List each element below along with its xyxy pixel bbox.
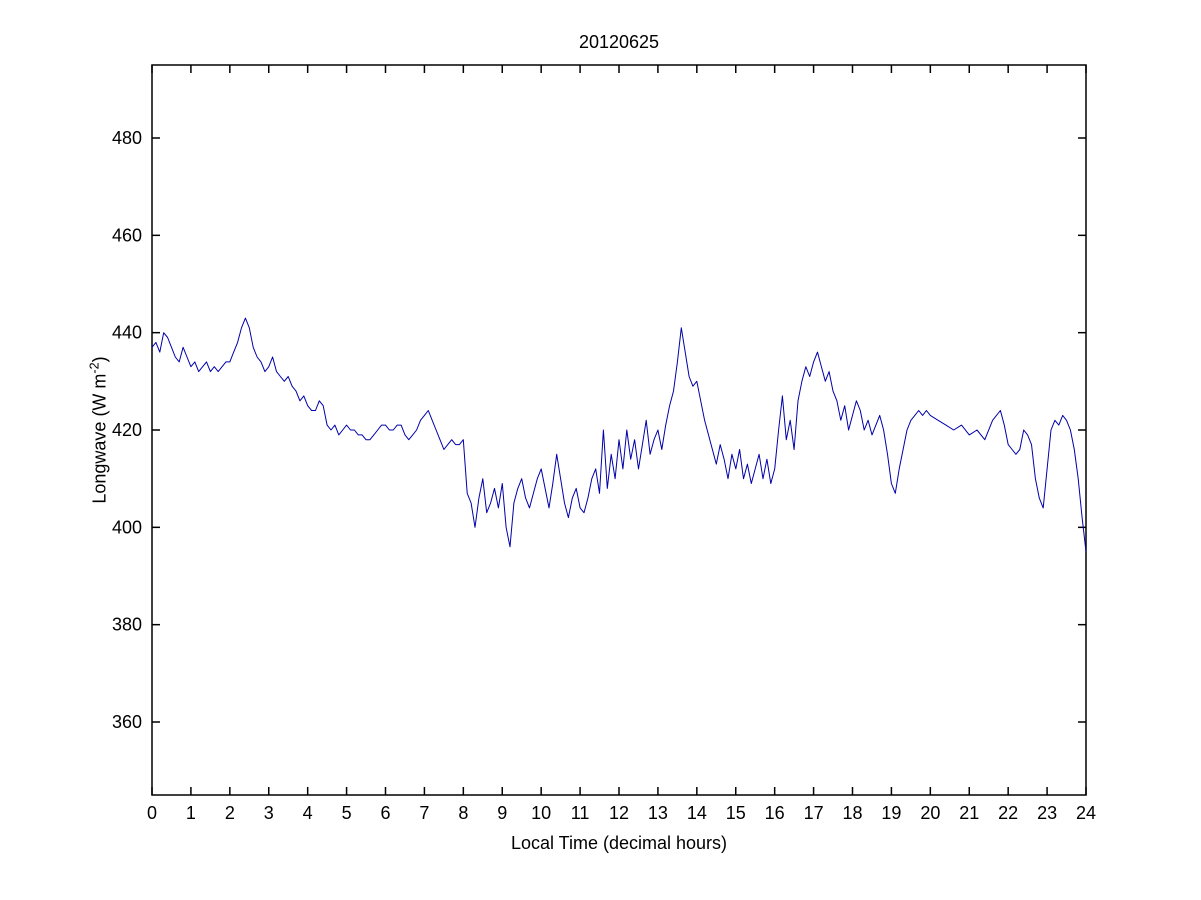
chart-title: 20120625: [578, 32, 660, 52]
y-tick-label: 480: [112, 128, 142, 148]
x-tick-label: 11: [571, 803, 590, 823]
x-tick-label: 3: [264, 803, 274, 823]
y-tick-label: 360: [112, 712, 142, 732]
x-tick-label: 9: [497, 803, 507, 823]
x-tick-label: 21: [959, 803, 979, 823]
x-tick-label: 8: [458, 803, 468, 823]
x-tick-label: 15: [726, 803, 746, 823]
x-tick-label: 18: [842, 803, 862, 823]
x-tick-label: 0: [147, 803, 157, 823]
x-tick-label: 12: [609, 803, 629, 823]
x-tick-label: 6: [380, 803, 390, 823]
data-line-longwave: [151, 317, 1087, 552]
x-tick-label: 1: [186, 803, 196, 823]
axes-box: [151, 64, 1087, 796]
x-tick-label: 7: [419, 803, 429, 823]
x-tick-label: 23: [1037, 803, 1057, 823]
x-tick-label: 14: [687, 803, 707, 823]
x-tick-label: 4: [303, 803, 313, 823]
x-tick-label: 5: [342, 803, 352, 823]
x-tick-label: 10: [531, 803, 551, 823]
y-tick-label: 460: [112, 225, 142, 245]
x-tick-label: 19: [881, 803, 901, 823]
y-tick-label: 420: [112, 420, 142, 440]
y-tick-label: 440: [112, 323, 142, 343]
x-tick-label: 13: [648, 803, 668, 823]
x-tick-label: 17: [804, 803, 824, 823]
y-tick-label: 380: [112, 615, 142, 635]
x-tick-label: 20: [920, 803, 940, 823]
x-tick-label: 16: [765, 803, 785, 823]
x-tick-label: 2: [225, 803, 235, 823]
x-axis-label: Local Time (decimal hours): [510, 833, 728, 853]
y-tick-label: 400: [112, 517, 142, 537]
x-tick-label: 22: [998, 803, 1018, 823]
x-tick-label: 24: [1076, 803, 1096, 823]
